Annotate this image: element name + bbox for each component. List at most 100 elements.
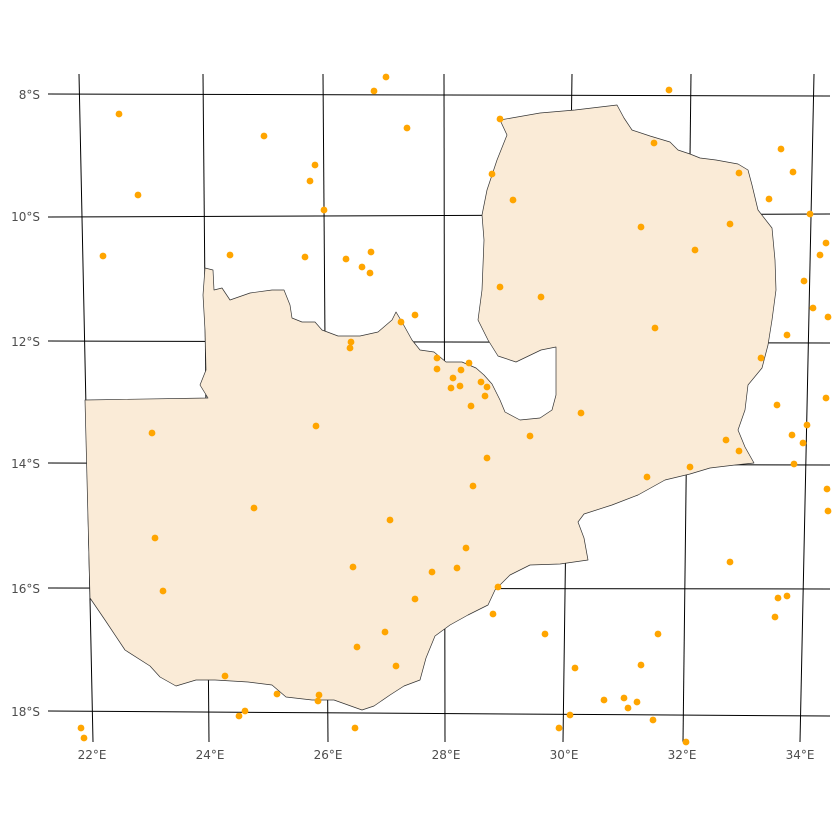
location-point xyxy=(358,263,366,271)
location-point xyxy=(541,630,549,638)
location-point xyxy=(483,383,491,391)
location-point xyxy=(765,195,773,203)
location-point xyxy=(822,239,830,247)
location-point xyxy=(349,563,357,571)
location-point xyxy=(816,251,824,259)
location-point xyxy=(351,724,359,732)
location-point xyxy=(686,463,694,471)
location-point xyxy=(99,252,107,260)
location-point xyxy=(649,716,657,724)
location-point xyxy=(381,628,389,636)
location-point xyxy=(457,366,465,374)
graticule-lat-8s xyxy=(47,93,831,97)
location-point xyxy=(637,661,645,669)
location-point xyxy=(342,255,350,263)
location-point xyxy=(250,504,258,512)
location-point xyxy=(312,422,320,430)
location-point xyxy=(665,86,673,94)
location-point xyxy=(411,311,419,319)
location-point xyxy=(481,392,489,400)
location-point xyxy=(496,115,504,123)
location-point xyxy=(382,73,390,81)
location-point xyxy=(397,318,405,326)
location-point xyxy=(571,664,579,672)
location-point xyxy=(537,293,545,301)
location-point xyxy=(824,507,832,515)
location-point xyxy=(722,436,730,444)
location-point xyxy=(783,331,791,339)
location-point xyxy=(260,132,268,140)
points-layer xyxy=(77,73,832,746)
location-point xyxy=(462,544,470,552)
lon-label-32e: 32°E xyxy=(668,748,697,762)
location-point xyxy=(509,196,517,204)
location-point xyxy=(757,354,765,362)
location-point xyxy=(526,432,534,440)
location-point xyxy=(773,401,781,409)
location-point xyxy=(315,691,323,699)
location-point xyxy=(115,110,123,118)
location-point xyxy=(80,734,88,742)
location-point xyxy=(235,712,243,720)
location-point xyxy=(353,643,361,651)
graticule-lat-18s xyxy=(47,710,831,717)
location-point xyxy=(800,277,808,285)
location-point xyxy=(643,473,651,481)
location-point xyxy=(624,704,632,712)
location-point xyxy=(134,191,142,199)
location-point xyxy=(226,251,234,259)
lon-label-30e: 30°E xyxy=(550,748,579,762)
location-point xyxy=(803,421,811,429)
lat-label-8s: 8°S xyxy=(19,88,40,102)
lat-label-14s: 14°S xyxy=(11,457,40,471)
location-point xyxy=(726,558,734,566)
lat-label-10s: 10°S xyxy=(11,210,40,224)
location-point xyxy=(650,139,658,147)
location-point xyxy=(151,534,159,542)
location-point xyxy=(494,583,502,591)
lon-label-34e: 34°E xyxy=(786,748,815,762)
location-point xyxy=(774,594,782,602)
location-point xyxy=(366,269,374,277)
location-point xyxy=(566,711,574,719)
location-point xyxy=(428,568,436,576)
location-point xyxy=(496,283,504,291)
location-point xyxy=(777,145,785,153)
location-point xyxy=(453,564,461,572)
location-point xyxy=(555,724,563,732)
location-point xyxy=(483,454,491,462)
location-point xyxy=(654,630,662,638)
location-point xyxy=(620,694,628,702)
location-point xyxy=(392,662,400,670)
location-point xyxy=(735,169,743,177)
location-point xyxy=(771,613,779,621)
location-point xyxy=(809,304,817,312)
lon-label-26e: 26°E xyxy=(314,748,343,762)
location-point xyxy=(148,429,156,437)
lon-label-28e: 28°E xyxy=(432,748,461,762)
location-point xyxy=(273,690,281,698)
location-point xyxy=(370,87,378,95)
location-point xyxy=(735,447,743,455)
location-point xyxy=(301,253,309,261)
location-point xyxy=(637,223,645,231)
location-point xyxy=(367,248,375,256)
location-point xyxy=(221,672,229,680)
location-point xyxy=(346,344,354,352)
location-point xyxy=(77,724,85,732)
location-point xyxy=(447,384,455,392)
location-point xyxy=(691,246,699,254)
location-point xyxy=(411,595,419,603)
location-point xyxy=(159,587,167,595)
lon-label-22e: 22°E xyxy=(78,748,107,762)
location-point xyxy=(788,431,796,439)
location-point xyxy=(799,439,807,447)
location-point xyxy=(306,177,314,185)
location-point xyxy=(465,359,473,367)
location-point xyxy=(469,482,477,490)
location-point xyxy=(467,402,475,410)
location-point xyxy=(823,485,831,493)
location-point xyxy=(600,696,608,704)
graticule-lon-34e xyxy=(799,73,815,743)
